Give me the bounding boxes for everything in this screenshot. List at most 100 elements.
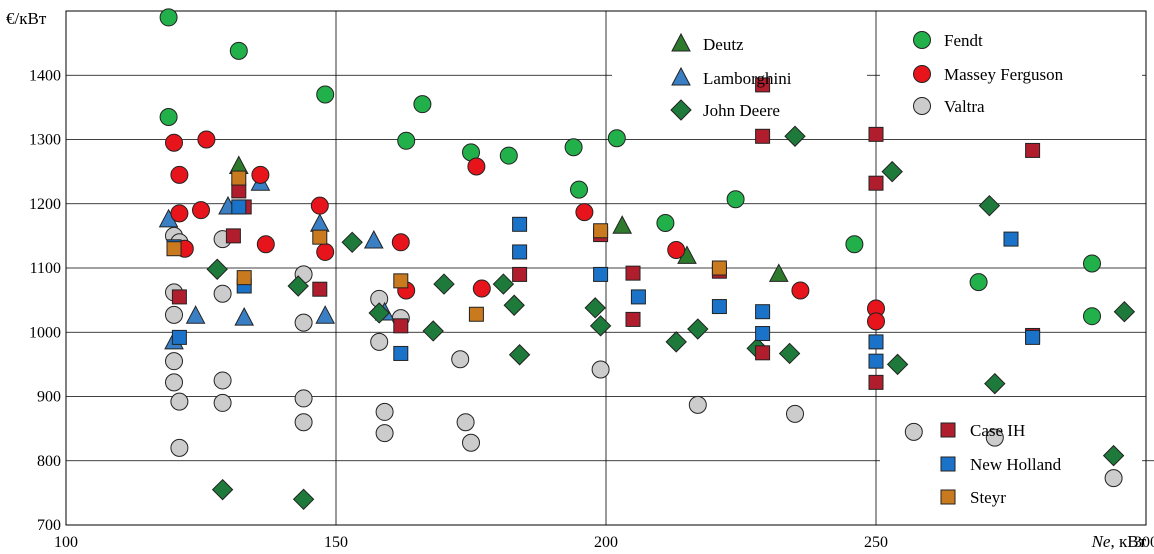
legend-label-case-ih: Case IH <box>970 421 1025 440</box>
point-john-deere <box>287 275 309 297</box>
legend-item-fendt: Fendt <box>913 31 983 50</box>
point-john-deere <box>665 331 687 353</box>
point-massey-ferguson <box>251 165 270 184</box>
point-valtra <box>688 395 707 414</box>
legend-marker-john-deere <box>670 99 692 121</box>
point-john-deere <box>292 488 315 511</box>
point-case-ih <box>868 175 884 191</box>
point-valtra <box>165 352 183 371</box>
point-john-deere <box>778 342 801 365</box>
point-fendt <box>969 273 988 292</box>
y-tick-label: 1100 <box>30 260 61 277</box>
legend-item-steyr: Steyr <box>940 488 1006 507</box>
point-case-ih <box>171 289 187 305</box>
point-massey-ferguson <box>467 157 486 176</box>
y-tick-label: 1400 <box>29 67 61 84</box>
point-massey-ferguson <box>170 165 189 184</box>
point-new-holland <box>868 334 884 350</box>
y-tick-label: 700 <box>37 517 61 534</box>
y-tick-labels: 700 800 900 1000 1100 1200 1300 1400 <box>29 67 61 534</box>
point-valtra <box>213 371 232 390</box>
point-valtra <box>985 428 1004 447</box>
x-tick-label: 100 <box>54 534 78 551</box>
x-tick-labels: 100150200250300350400450 <box>54 534 1154 551</box>
point-massey-ferguson <box>197 130 216 149</box>
point-fendt <box>564 138 583 157</box>
point-valtra <box>462 433 480 452</box>
point-valtra <box>165 305 183 324</box>
point-case-ih <box>868 126 884 142</box>
point-john-deere <box>508 344 531 366</box>
point-case-ih <box>868 374 884 390</box>
point-valtra <box>294 413 313 432</box>
point-massey-ferguson <box>867 312 885 331</box>
point-new-holland <box>393 345 409 361</box>
point-deutz <box>612 215 633 234</box>
point-fendt <box>499 146 518 165</box>
point-lamborghini <box>309 213 330 232</box>
point-steyr <box>166 241 182 257</box>
point-fendt <box>316 85 335 104</box>
point-massey-ferguson <box>192 201 210 220</box>
point-lamborghini <box>363 229 384 249</box>
point-valtra <box>904 422 923 441</box>
point-fendt <box>656 214 675 233</box>
point-steyr <box>312 229 328 245</box>
point-new-holland <box>1003 231 1019 247</box>
point-new-holland <box>868 353 884 369</box>
point-john-deere <box>211 478 234 501</box>
point-valtra <box>786 404 804 423</box>
point-fendt <box>607 129 626 148</box>
legend-label-massey-ferguson: Massey Ferguson <box>944 65 1064 84</box>
point-fendt <box>726 190 745 209</box>
x-axis-label-unit: , кВт <box>1110 532 1146 551</box>
point-fendt <box>845 235 864 254</box>
point-valtra <box>1104 469 1123 488</box>
point-new-holland <box>231 199 247 215</box>
point-john-deere <box>886 353 909 376</box>
legend-label-valtra: Valtra <box>944 97 985 116</box>
point-new-holland <box>711 299 727 315</box>
point-john-deere <box>341 231 363 254</box>
point-valtra <box>165 373 183 392</box>
legend-item-lamborghini: Lamborghini <box>671 66 792 88</box>
legend: Deutz Lamborghini John Deere Fendt Massey Fe… <box>670 31 1064 507</box>
point-john-deere <box>1113 300 1136 323</box>
y-tick-label: 1200 <box>29 196 61 213</box>
legend-label-lamborghini: Lamborghini <box>703 69 792 88</box>
point-case-ih <box>231 183 247 199</box>
point-fendt <box>570 180 588 199</box>
data-points <box>158 8 1136 511</box>
y-tick-label: 1000 <box>29 324 61 341</box>
point-case-ih <box>1025 142 1041 158</box>
y-tick-label: 1300 <box>29 132 61 149</box>
legend-label-john-deere: John Deere <box>703 101 780 120</box>
point-fendt <box>159 8 178 27</box>
point-valtra <box>213 393 232 412</box>
legend-marker-valtra <box>913 97 931 115</box>
legend-label-steyr: Steyr <box>970 488 1006 507</box>
point-fendt <box>1083 307 1101 326</box>
point-fendt <box>159 108 178 127</box>
point-massey-ferguson <box>256 235 275 254</box>
legend-marker-case-ih <box>940 422 956 438</box>
legend-marker-fendt <box>913 31 931 49</box>
legend-marker-steyr <box>940 489 956 505</box>
point-fendt <box>413 95 432 114</box>
point-john-deere <box>589 315 612 337</box>
x-tick-label: 300 <box>1134 534 1154 551</box>
point-john-deere <box>881 160 903 183</box>
legend-boxes <box>612 14 1142 522</box>
point-deutz <box>768 263 789 282</box>
point-case-ih <box>755 345 771 361</box>
legend-box <box>612 14 867 136</box>
point-valtra <box>294 313 313 332</box>
point-case-ih <box>312 281 328 297</box>
point-fendt <box>1083 254 1101 273</box>
point-massey-ferguson <box>472 279 491 298</box>
point-valtra <box>294 389 313 408</box>
x-tick-label: 250 <box>864 534 888 551</box>
point-case-ih <box>755 128 771 144</box>
point-massey-ferguson <box>575 203 594 222</box>
